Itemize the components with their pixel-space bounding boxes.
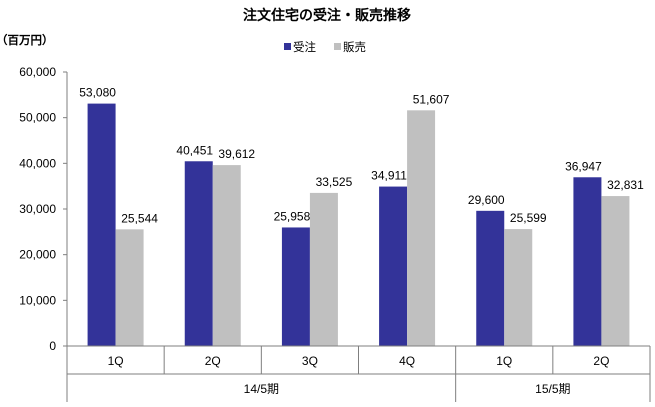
bar-order <box>573 177 602 346</box>
chart-title: 注文住宅の受注・販売推移 <box>243 7 411 24</box>
y-tick-label: 0 <box>49 339 56 353</box>
x-category-label: 1Q <box>108 354 124 368</box>
y-tick-label: 60,000 <box>19 65 56 79</box>
bar-order <box>184 161 213 346</box>
bar-sales <box>212 165 241 346</box>
bars <box>87 103 630 346</box>
y-tick-label: 40,000 <box>19 156 56 170</box>
x-category-label: 2Q <box>205 354 221 368</box>
y-tick-label: 20,000 <box>19 248 56 262</box>
data-label: 29,600 <box>468 193 505 207</box>
x-group-label: 15/5期 <box>535 382 570 396</box>
data-label: 34,911 <box>371 169 407 183</box>
y-tick-label: 10,000 <box>19 293 56 307</box>
legend-swatch <box>284 43 291 50</box>
bar-sales <box>309 192 338 346</box>
y-tick-label: 30,000 <box>19 202 56 216</box>
x-category-label: 3Q <box>302 354 318 368</box>
data-label: 25,599 <box>510 211 547 225</box>
bar-order <box>281 227 310 346</box>
x-category-label: 1Q <box>496 354 512 368</box>
data-label: 40,451 <box>176 143 213 157</box>
y-unit-label: （百万円） <box>0 33 54 47</box>
bar-sales <box>407 110 436 346</box>
bar-order <box>87 103 116 346</box>
bar-sales <box>504 229 533 346</box>
x-axis: 1Q 2Q 3Q 4Q 1Q 2Q 14/5期 15/5期 <box>66 345 651 402</box>
legend-label: 受注 <box>293 40 316 54</box>
data-labels: 53,080 25,544 40,451 39,612 25,958 33,525 34,9… <box>79 86 644 226</box>
legend-label: 販売 <box>343 40 366 54</box>
bar-sales <box>115 229 144 346</box>
data-label: 39,612 <box>218 147 255 161</box>
data-label: 36,947 <box>565 159 602 173</box>
y-axis: 0 10,000 20,000 30,000 40,000 50,000 60,000 <box>19 65 68 353</box>
x-group-label: 14/5期 <box>244 382 279 396</box>
data-label: 51,607 <box>413 92 450 106</box>
data-label: 25,958 <box>274 209 311 223</box>
bar-sales <box>601 196 630 346</box>
bar-order <box>476 210 505 346</box>
x-category-label: 2Q <box>593 354 609 368</box>
y-tick-label: 50,000 <box>19 111 56 125</box>
legend: 受注 販売 <box>284 40 366 54</box>
data-label: 33,525 <box>316 175 353 189</box>
legend-swatch <box>334 43 341 50</box>
data-label: 53,080 <box>79 86 116 100</box>
data-label: 25,544 <box>121 211 158 225</box>
x-category-label: 4Q <box>399 354 415 368</box>
data-label: 32,831 <box>607 178 644 192</box>
bar-order <box>379 186 408 346</box>
